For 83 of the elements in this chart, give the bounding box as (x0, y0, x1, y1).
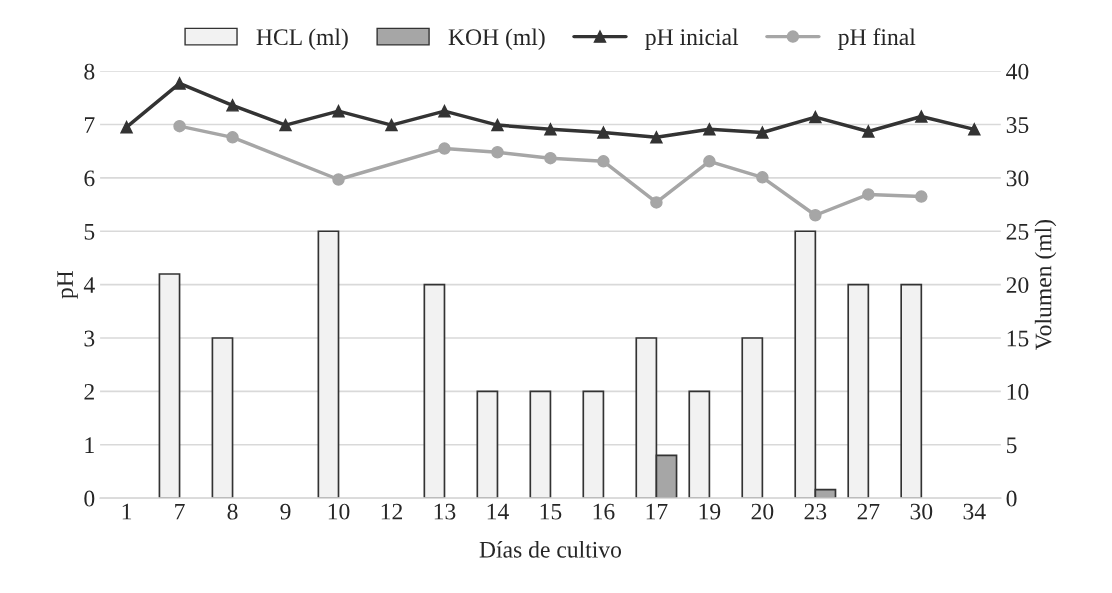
x-tick-label: 14 (487, 503, 509, 520)
point (915, 190, 928, 203)
point (809, 110, 822, 124)
y2-tick-label: 5 (1007, 437, 1017, 454)
y-tick-label: 6 (84, 170, 95, 187)
y-tick-label: 1 (85, 437, 94, 453)
point (385, 118, 398, 132)
y-tick-label: 2 (84, 383, 94, 400)
point (915, 110, 928, 123)
x-tick-label: 20 (751, 503, 774, 520)
x-tick-label: 7 (175, 503, 185, 520)
x-tick-label: 13 (434, 503, 456, 520)
bar (582, 390, 605, 499)
y2-tick-label: 20 (1006, 277, 1029, 294)
x-tick-label: 17 (646, 503, 668, 520)
x-tick-label: 8 (227, 503, 238, 520)
bar (847, 283, 870, 499)
point (544, 151, 557, 165)
bar (423, 283, 446, 499)
bar (476, 390, 499, 499)
y-axis-title: pH (57, 270, 78, 299)
point (968, 123, 981, 136)
point (173, 119, 186, 133)
legend-label: pH final (838, 28, 916, 50)
y2-tick-label: 10 (1007, 383, 1029, 400)
legend-label: HCL (ml) (256, 28, 348, 50)
point (279, 118, 292, 132)
x-tick-label: 27 (857, 503, 880, 520)
y2-tick-label: 25 (1006, 223, 1029, 240)
point (703, 155, 716, 168)
x-tick-label: 9 (280, 503, 291, 520)
x-tick-label: 16 (593, 503, 615, 520)
x-tick-label: 10 (328, 503, 350, 520)
x-tick-label: 30 (910, 503, 933, 520)
point (597, 126, 610, 139)
point (597, 155, 610, 168)
point (226, 99, 239, 112)
y2-tick-label: 35 (1006, 117, 1029, 133)
bar (529, 390, 552, 499)
point (809, 209, 822, 222)
x-tick-label: 23 (804, 503, 827, 520)
y2-tick-label: 40 (1006, 63, 1029, 80)
point (862, 125, 875, 138)
point (438, 104, 451, 118)
point (173, 77, 186, 90)
point (120, 120, 133, 134)
point (332, 173, 345, 186)
y2-tick-label: 30 (1006, 170, 1029, 187)
x-tick-label: 15 (540, 503, 562, 520)
y2-axis-title: Volumen (ml) (1034, 219, 1057, 351)
y-tick-label: 4 (83, 277, 95, 293)
point (756, 126, 769, 139)
y-tick-label: 3 (84, 330, 95, 347)
bar (211, 337, 234, 499)
point (226, 131, 239, 144)
legend-label: pH inicial (645, 28, 739, 50)
point (650, 131, 663, 144)
point (703, 123, 716, 136)
bar (741, 337, 764, 499)
bar (900, 283, 923, 499)
x-tick-label: 34 (963, 503, 986, 520)
y2-tick-label: 0 (1006, 490, 1017, 507)
point (756, 171, 769, 184)
x-tick-label: 12 (381, 503, 402, 520)
legend-label: KOH (ml) (448, 28, 545, 50)
y-tick-label: 8 (84, 63, 95, 80)
point (650, 196, 663, 209)
bar (158, 273, 181, 499)
y-tick-label: 5 (84, 224, 95, 240)
point (544, 123, 557, 136)
x-tick-label: 19 (699, 503, 721, 520)
point (862, 188, 875, 201)
bar (688, 390, 711, 499)
x-axis-title: Días de cultivo (479, 541, 622, 558)
y-tick-label: 0 (84, 490, 95, 507)
point (438, 142, 451, 155)
point (332, 104, 345, 118)
y-tick-label: 7 (84, 117, 95, 133)
x-tick-label: 1 (122, 503, 132, 520)
point (491, 146, 504, 159)
bar (317, 230, 340, 499)
point (491, 118, 504, 132)
y2-tick-label: 15 (1007, 330, 1029, 347)
